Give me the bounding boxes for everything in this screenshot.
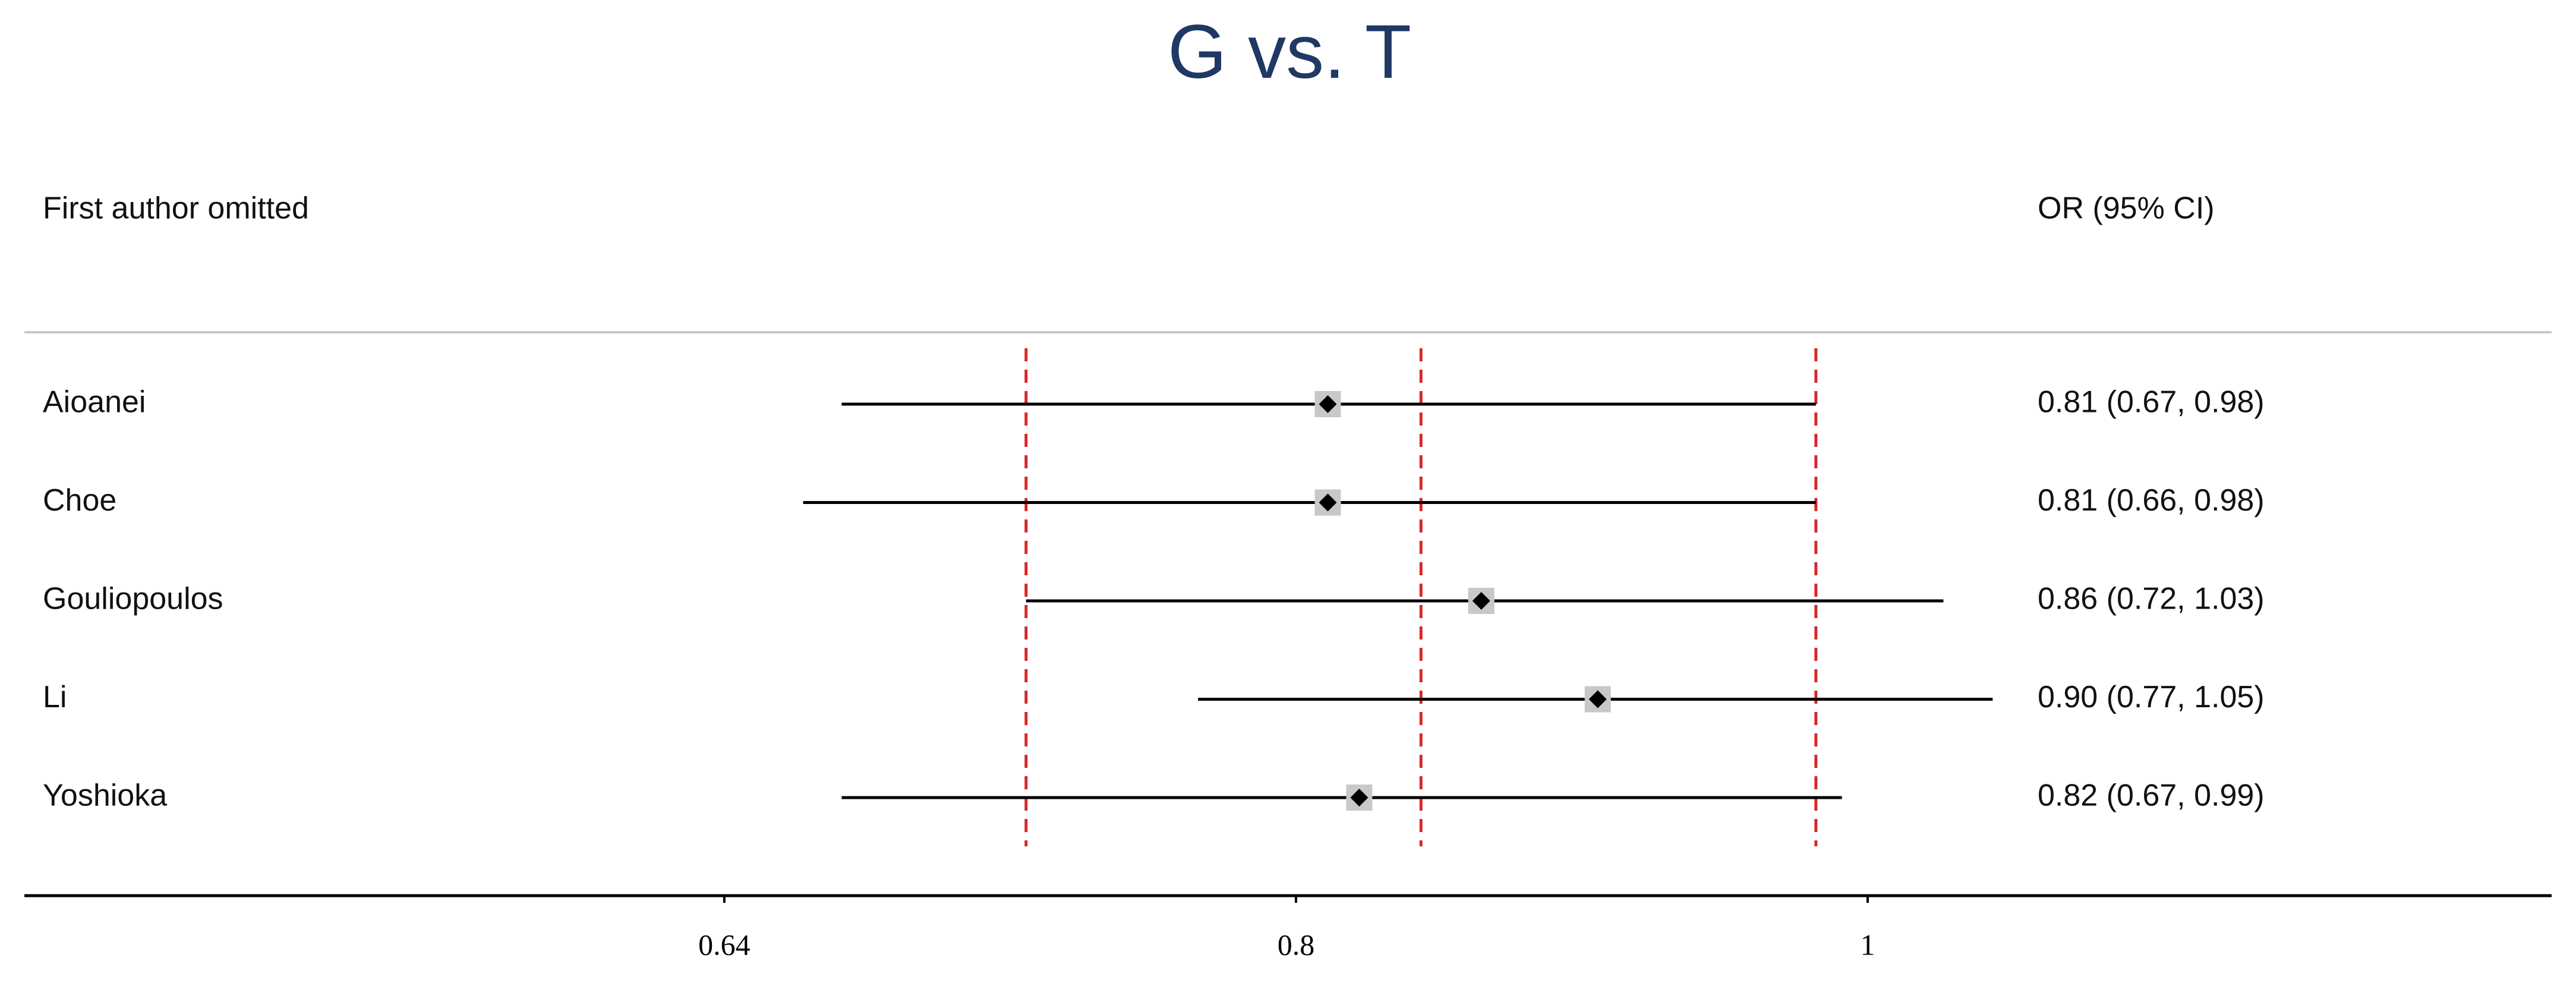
study-label: Yoshioka [43,779,167,813]
or-label: 0.90 (0.77, 1.05) [2038,680,2265,714]
point-estimate [1472,592,1490,610]
or-label: 0.81 (0.67, 0.98) [2038,385,2265,420]
x-tick-label: 0.8 [1278,928,1315,961]
x-tick-label: 1 [1860,928,1875,961]
or-label: 0.86 (0.72, 1.03) [2038,582,2265,616]
study-label: Gouliopoulos [43,582,223,616]
or-label: 0.81 (0.66, 0.98) [2038,483,2265,518]
x-tick-label: 0.64 [698,928,751,961]
study-label: Li [43,680,67,714]
chart-title: G vs. T [1168,10,1411,94]
study-label: Choe [43,483,116,518]
point-estimate [1588,690,1607,708]
study-label: Aioanei [43,385,146,420]
column-header: OR (95% CI) [2038,191,2215,226]
point-estimate [1319,493,1337,512]
column-header: First author omitted [43,191,309,226]
or-label: 0.82 (0.67, 0.99) [2038,779,2265,813]
point-estimate [1350,789,1369,807]
point-estimate [1319,395,1337,413]
